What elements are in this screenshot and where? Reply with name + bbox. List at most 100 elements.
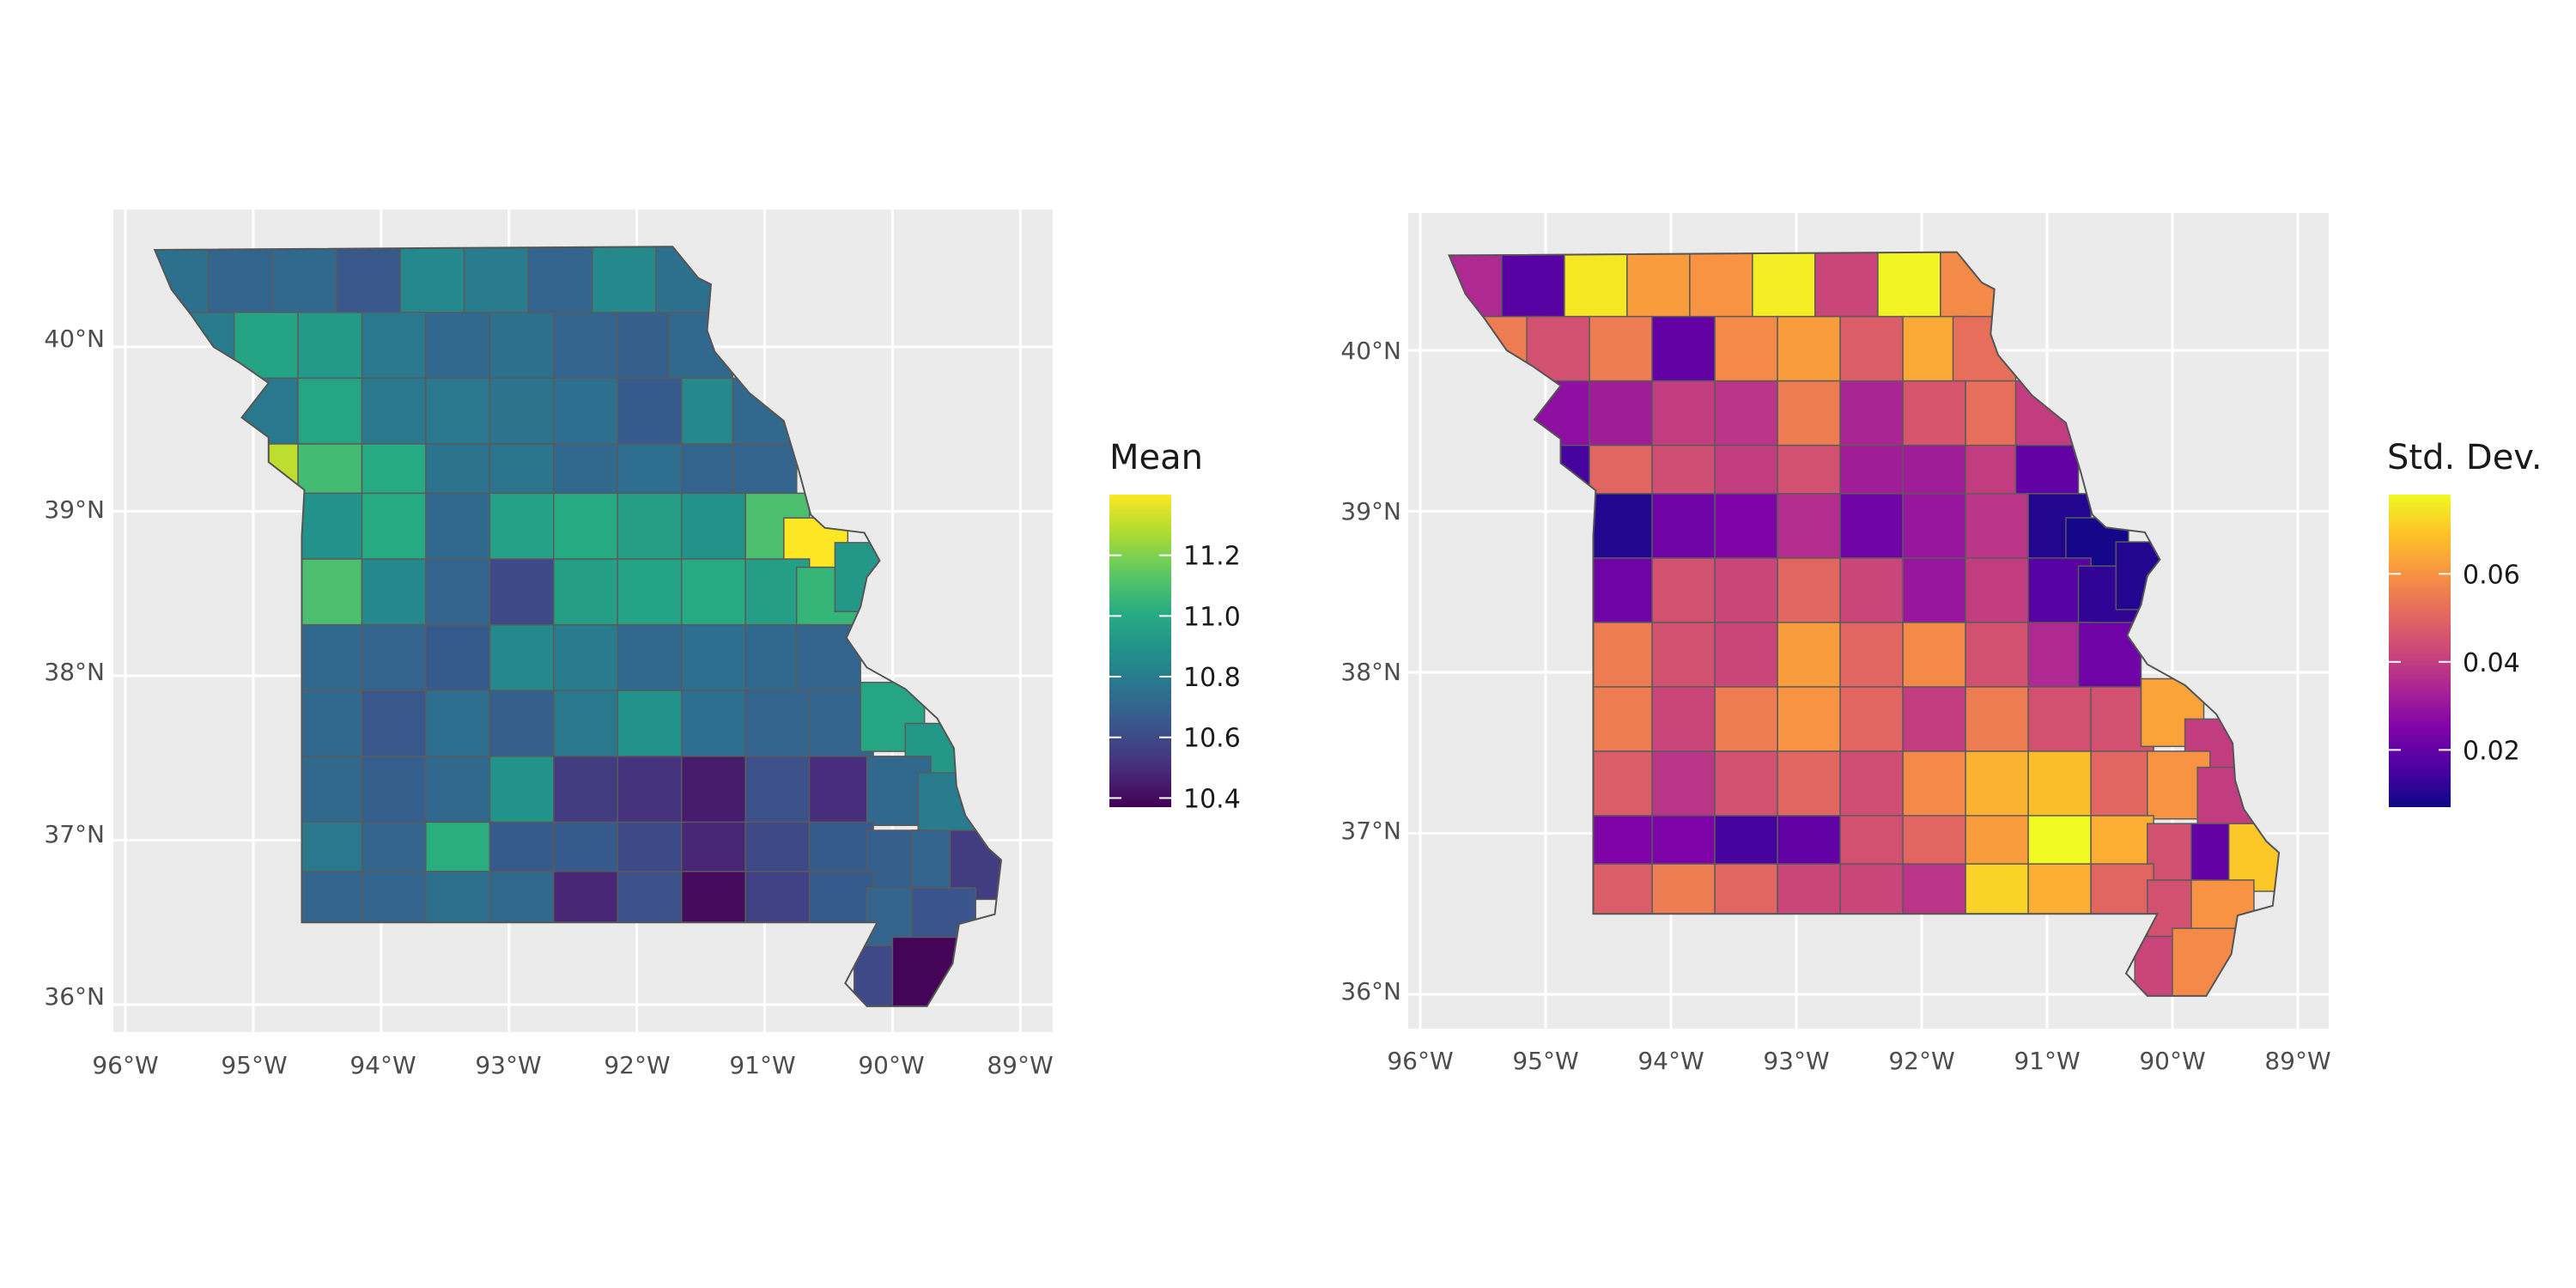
county-polygon: [335, 246, 401, 317]
legend-title: Std. Dev.: [2387, 438, 2543, 477]
county-polygon: [271, 246, 337, 317]
y-tick-label: 38°N: [44, 658, 105, 686]
county-polygon: [527, 246, 593, 317]
county-polygon: [1714, 380, 1778, 450]
county-polygon: [1965, 622, 2029, 691]
county-polygon: [553, 623, 619, 695]
county-polygons: [155, 246, 1001, 1006]
county-polygon: [1777, 315, 1841, 386]
county-polygon: [399, 246, 465, 317]
county-polygon: [297, 558, 363, 629]
county-polygon: [297, 690, 363, 761]
county-polygon: [617, 377, 683, 448]
county-polygon: [1714, 750, 1778, 820]
county-polygon: [1589, 493, 1653, 562]
county-polygon: [2027, 686, 2092, 756]
county-polygon: [489, 623, 555, 695]
legend-tick-label: 0.04: [2463, 648, 2520, 678]
county-polygon: [361, 312, 427, 382]
x-tick-label: 90°W: [858, 1051, 924, 1079]
county-polygon: [1651, 557, 1716, 627]
county-polygon: [680, 558, 746, 629]
x-tick-label: 90°W: [2139, 1047, 2205, 1075]
y-tick-label: 39°N: [1340, 497, 1401, 526]
county-polygon: [1689, 252, 1753, 321]
county-polygon: [489, 492, 555, 563]
county-polygon: [591, 246, 657, 317]
county-polygon: [1965, 750, 2029, 820]
map-panel-std-dev: 40°N 39°N 38°N 37°N 36°N 96°W 95°W 94°W …: [1340, 213, 2543, 1075]
county-polygon: [680, 623, 746, 695]
x-tick-label: 93°W: [475, 1051, 541, 1079]
legend-tick-label: 11.2: [1183, 542, 1241, 572]
county-polygon: [2077, 622, 2142, 691]
county-polygon: [1777, 493, 1841, 562]
county-polygon: [489, 558, 555, 629]
county-polygon: [1651, 493, 1716, 562]
county-polygon: [1651, 686, 1716, 756]
county-polygon: [1814, 252, 1879, 321]
county-polygon: [553, 690, 619, 761]
county-polygon: [1839, 380, 1904, 450]
y-tick-label: 37°N: [44, 820, 105, 848]
x-tick-label: 92°W: [1888, 1047, 1954, 1075]
county-polygon: [617, 690, 683, 761]
county-polygon: [1589, 315, 1653, 386]
county-polygon: [1902, 380, 1966, 450]
county-polygon: [425, 312, 491, 382]
state-outline: [1448, 251, 2281, 997]
county-polygon: [1752, 252, 1816, 321]
county-polygon: [1651, 622, 1716, 691]
x-tick-label: 95°W: [221, 1051, 287, 1079]
county-polygon: [1965, 686, 2029, 756]
county-polygon: [489, 312, 555, 382]
y-tick-label: 37°N: [1340, 817, 1401, 845]
county-polygon: [553, 312, 619, 382]
county-polygon: [617, 492, 683, 563]
x-tick-label: 94°W: [349, 1051, 416, 1079]
county-polygon: [361, 377, 427, 448]
x-tick-label: 89°W: [2264, 1047, 2330, 1075]
x-tick-label: 93°W: [1763, 1047, 1829, 1075]
y-tick-label: 40°N: [44, 325, 105, 353]
county-polygon: [1902, 622, 1966, 691]
county-polygon: [489, 690, 555, 761]
county-polygon: [361, 756, 427, 826]
county-polygon: [1777, 622, 1841, 691]
county-polygon: [1714, 493, 1778, 562]
county-polygon: [208, 246, 274, 317]
county-polygon: [1589, 622, 1653, 691]
legend-tick-label: 0.02: [2463, 736, 2520, 766]
x-tick-label: 91°W: [2014, 1047, 2080, 1075]
y-tick-label: 40°N: [1340, 337, 1401, 365]
legend-std-dev: Std. Dev. 0.02 0.04 0.06: [2387, 438, 2543, 807]
county-polygon: [1589, 750, 1653, 820]
county-polygon: [2090, 750, 2154, 820]
x-tick-label: 95°W: [1512, 1047, 1578, 1075]
county-polygon: [1877, 252, 1941, 321]
x-tick-label: 89°W: [987, 1051, 1053, 1079]
y-axis-labels: 40°N 39°N 38°N 37°N 36°N: [1340, 337, 1401, 1005]
x-tick-label: 91°W: [729, 1051, 795, 1079]
county-polygon: [1965, 493, 2029, 562]
legend-colorbar: [1109, 495, 1171, 807]
county-polygon: [425, 690, 491, 761]
county-polygon: [1589, 686, 1653, 756]
county-polygon: [680, 690, 746, 761]
county-polygon: [1839, 557, 1904, 627]
county-polygon: [1777, 750, 1841, 820]
legend-tick-label: 10.8: [1183, 663, 1241, 693]
county-polygon: [1902, 750, 1966, 820]
county-polygon: [1902, 493, 1966, 562]
legend-colorbar: [2389, 495, 2451, 807]
state-outline: [153, 246, 1003, 1007]
county-polygon: [1714, 686, 1778, 756]
legend-tick-label: 10.6: [1183, 724, 1241, 754]
county-polygon: [425, 492, 491, 563]
x-tick-label: 96°W: [92, 1051, 158, 1079]
county-polygon: [680, 492, 746, 563]
county-polygon: [553, 558, 619, 629]
x-tick-label: 94°W: [1637, 1047, 1704, 1075]
county-polygon: [361, 623, 427, 695]
